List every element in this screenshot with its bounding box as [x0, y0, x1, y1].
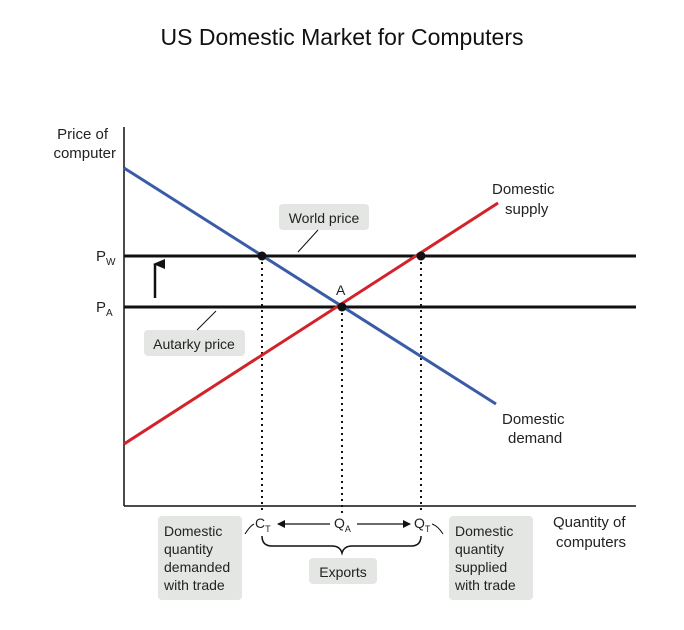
ct-point	[257, 251, 267, 261]
demanded-line1: Domestic	[164, 523, 222, 539]
autarky-price-callout: Autarky price	[153, 336, 235, 352]
exports-box	[309, 558, 377, 584]
equilibrium-point	[337, 302, 347, 312]
y-axis-label-line1: Price of	[57, 126, 109, 143]
demanded-line2: quantity	[164, 541, 213, 557]
supplied-line4: with trade	[454, 577, 516, 593]
supplied-box	[449, 516, 533, 600]
x-axis-label-line2: computers	[556, 534, 626, 551]
demanded-line4: with trade	[163, 577, 225, 593]
supply-label-line2: supply	[505, 201, 549, 218]
demanded-line3: demanded	[164, 559, 230, 575]
world-price-callout: World price	[289, 210, 360, 226]
supplied-line1: Domestic	[455, 523, 513, 539]
exports-label: Exports	[319, 564, 366, 580]
y-axis-label-line2: computer	[53, 145, 116, 162]
qt-connector	[431, 523, 444, 535]
domestic-demand-curve	[123, 166, 497, 406]
supplied-line2: quantity	[455, 541, 504, 557]
equilibrium-label: A	[336, 282, 346, 298]
exports-brace	[261, 535, 422, 556]
world-price-pointer	[297, 229, 319, 253]
ct-label: CT	[255, 515, 271, 534]
qa-label: QA	[334, 515, 351, 534]
autarky-price-label: PA	[96, 299, 113, 319]
x-axis-label-line1: Quantity of	[553, 514, 626, 531]
qt-point	[416, 251, 426, 261]
qt-label: QT	[414, 515, 431, 534]
demand-label-line1: Domestic	[502, 411, 565, 428]
supplied-line3: supplied	[455, 559, 507, 575]
ct-connector	[244, 523, 255, 535]
demanded-box	[158, 516, 242, 600]
autarky-price-pointer	[196, 310, 217, 331]
world-price-box	[279, 204, 369, 230]
diagram-title: US Domestic Market for Computers	[160, 24, 524, 50]
supply-label-line1: Domestic	[492, 181, 555, 198]
autarky-price-box	[144, 330, 245, 356]
demand-label-line2: demand	[508, 430, 562, 447]
domestic-supply-curve	[123, 201, 499, 446]
world-price-label: PW	[96, 248, 116, 268]
